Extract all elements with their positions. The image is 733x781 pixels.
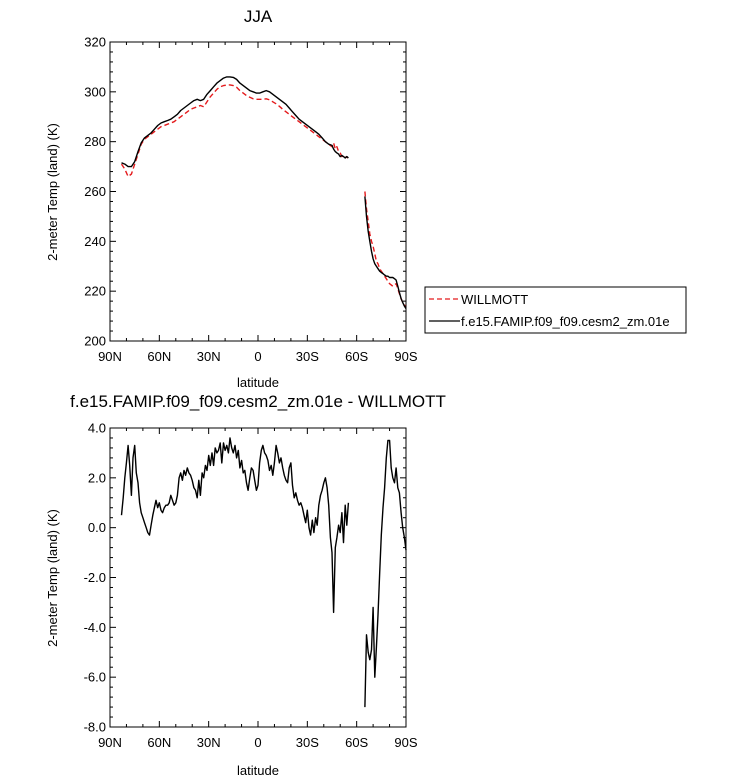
- x-axis-label: latitude: [237, 375, 279, 390]
- y-tick-label: 240: [84, 234, 106, 249]
- x-tick-label: 90S: [394, 349, 417, 364]
- x-tick-label: 60S: [345, 349, 368, 364]
- legend-box: [424, 286, 687, 334]
- y-tick-label: 320: [84, 35, 106, 50]
- y-tick-label: -6.0: [84, 670, 106, 685]
- y-tick-label: -4.0: [84, 620, 106, 635]
- x-tick-label: 0: [254, 349, 261, 364]
- x-tick-label: 30N: [197, 735, 221, 750]
- legend-entry-willmott: WILLMOTT: [461, 292, 528, 307]
- y-tick-label: 2.0: [88, 470, 106, 485]
- x-tick-label: 90S: [394, 735, 417, 750]
- x-tick-label: 30S: [296, 735, 319, 750]
- series-line-difference: [364, 439, 407, 708]
- y-tick-label: -8.0: [84, 720, 106, 735]
- y-tick-label: 4.0: [88, 421, 106, 436]
- y-tick-label: 200: [84, 334, 106, 349]
- y-tick-label: 260: [84, 184, 106, 199]
- chart-title: f.e15.FAMIP.f09_f09.cesm2_zm.01e - WILLM…: [70, 392, 446, 411]
- series-line-cesm2: [364, 196, 407, 309]
- x-tick-label: 90N: [98, 735, 122, 750]
- temperature-panel: JJA 90N 60N 30N 0 30S 60S 90S 200 220 240 260 280 30…: [45, 7, 687, 390]
- y-tick-label: 0.0: [88, 520, 106, 535]
- legend-entry-cesm2: f.e15.FAMIP.f09_f09.cesm2_zm.01e: [461, 314, 670, 329]
- x-axis-label: latitude: [237, 763, 279, 778]
- x-tick-label: 30S: [296, 349, 319, 364]
- x-tick-label: 0: [254, 735, 261, 750]
- y-tick-label: -2.0: [84, 570, 106, 585]
- x-tick-label: 30N: [197, 349, 221, 364]
- x-tick-label: 60S: [345, 735, 368, 750]
- chart-title: JJA: [244, 7, 273, 26]
- y-axis-label: 2-meter Temp (land) (K): [45, 509, 60, 647]
- x-tick-label: 60N: [147, 735, 171, 750]
- plot-frame: [109, 427, 407, 728]
- x-tick-label: 60N: [147, 349, 171, 364]
- series-line-cesm2: [121, 76, 349, 168]
- series-line-difference: [120, 437, 350, 614]
- legend: WILLMOTT f.e15.FAMIP.f09_f09.cesm2_zm.01…: [424, 286, 687, 334]
- plot-frame: [109, 41, 407, 342]
- difference-panel: f.e15.FAMIP.f09_f09.cesm2_zm.01e - WILLM…: [45, 392, 446, 778]
- y-tick-label: 300: [84, 84, 106, 99]
- y-tick-label: 220: [84, 284, 106, 299]
- x-tick-label: 90N: [98, 349, 122, 364]
- y-tick-label: 280: [84, 134, 106, 149]
- y-axis-label: 2-meter Temp (land) (K): [45, 123, 60, 261]
